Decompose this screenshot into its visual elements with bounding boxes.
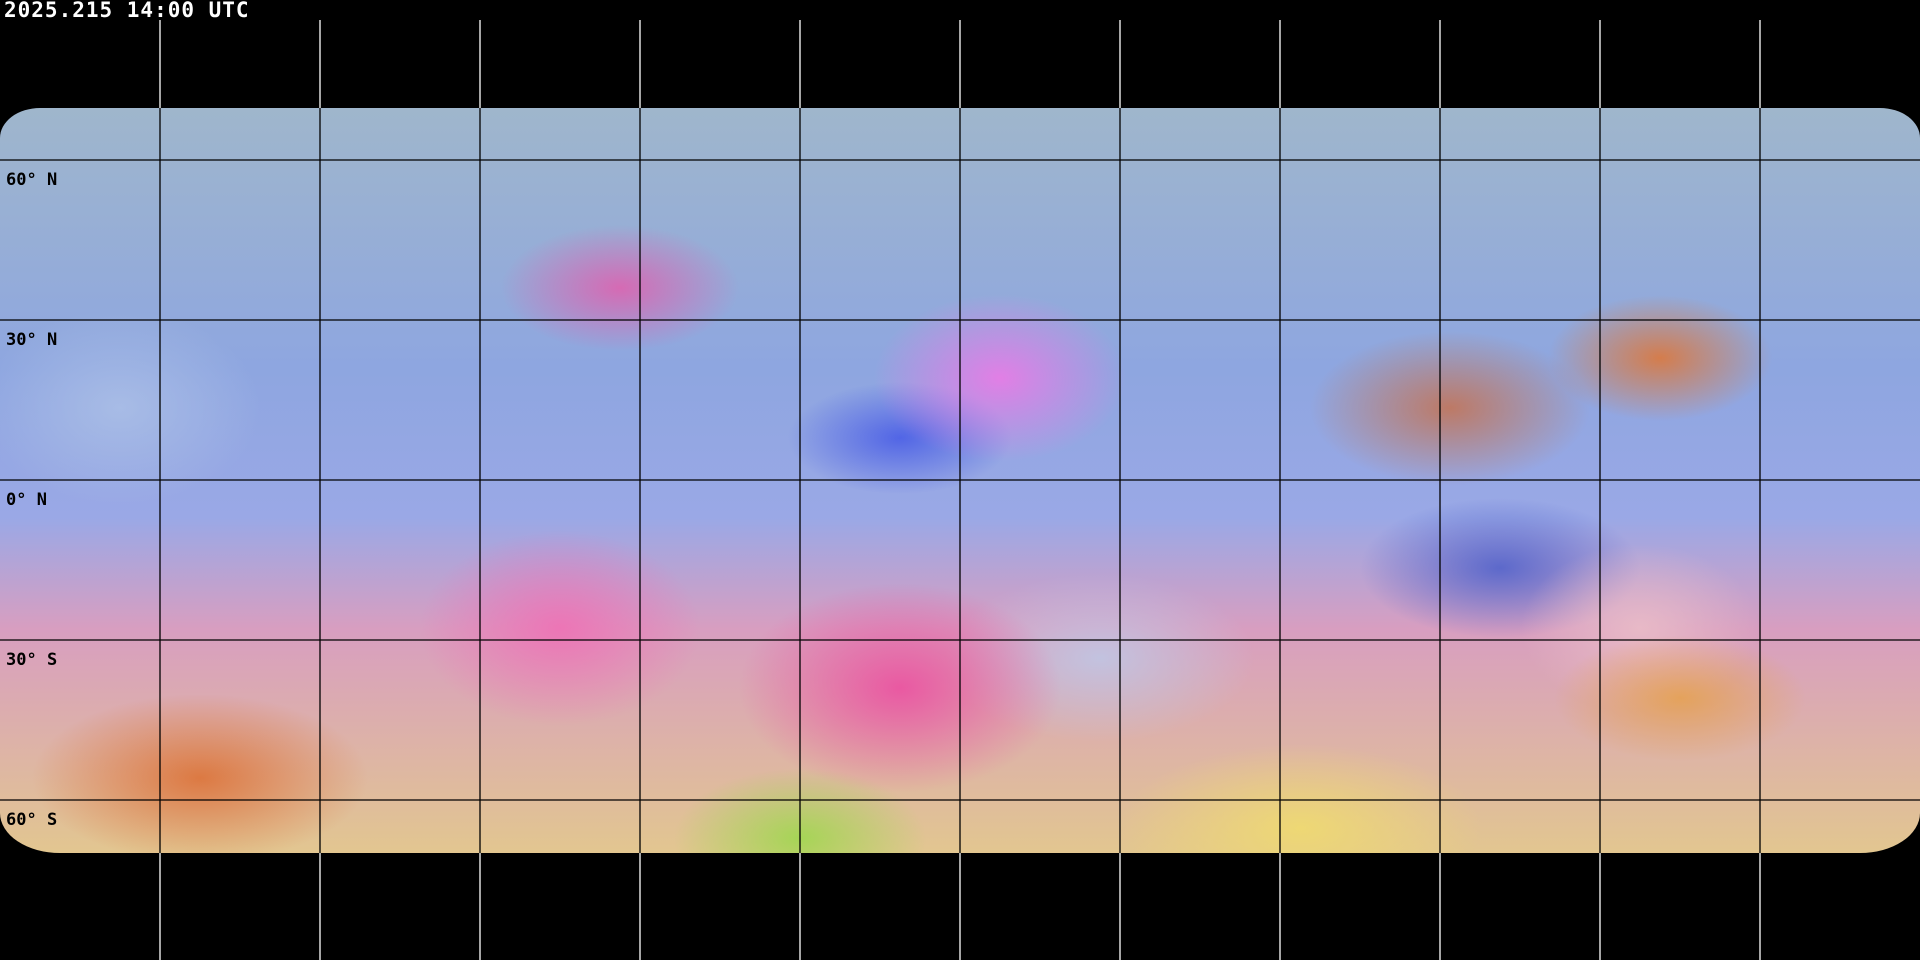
lat-label-0n: 0° N — [6, 490, 47, 510]
lat-label-60n: 60° N — [6, 170, 58, 190]
timestamp-label: 2025.215 14:00 UTC — [4, 0, 250, 22]
lat-label-30n: 30° N — [6, 330, 58, 350]
lat-label-30s: 30° S — [6, 650, 58, 670]
lat-label-60s: 60° S — [6, 810, 58, 830]
